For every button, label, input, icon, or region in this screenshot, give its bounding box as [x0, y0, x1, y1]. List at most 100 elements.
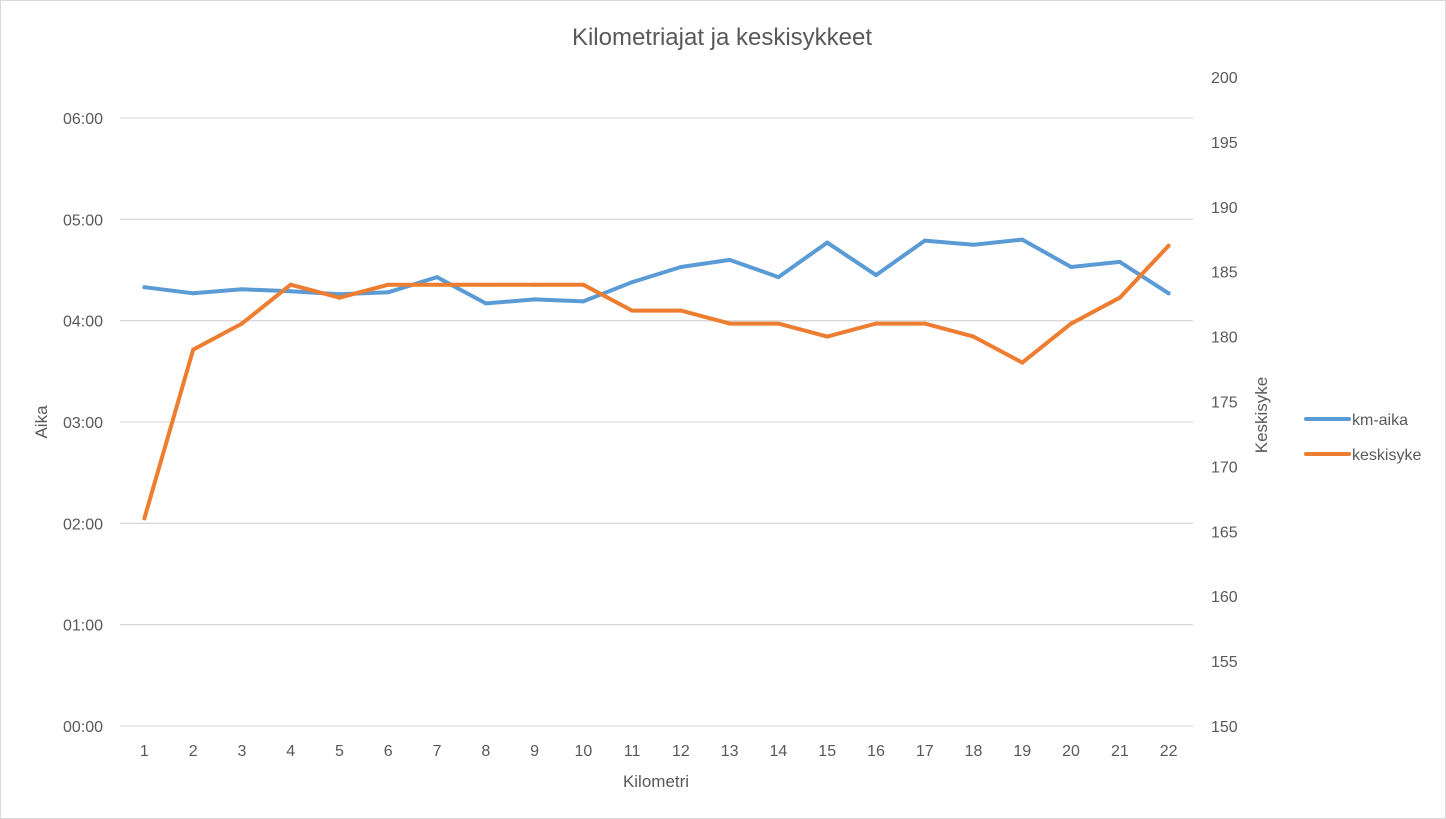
data-point-keskisyke	[581, 282, 586, 287]
data-point-km-aika	[776, 275, 781, 280]
y2-tick-label: 185	[1211, 265, 1238, 282]
y2-tick-label: 195	[1211, 135, 1238, 152]
data-point-keskisyke	[678, 308, 683, 313]
x-tick-label: 21	[1111, 743, 1129, 760]
legend-label-km-aika: km-aika	[1352, 412, 1408, 429]
x-tick-label: 16	[867, 743, 885, 760]
y2-axis-title: Keskisyke	[1252, 377, 1271, 454]
data-point-keskisyke	[922, 321, 927, 326]
data-point-keskisyke	[142, 516, 147, 521]
data-point-keskisyke	[1166, 243, 1171, 248]
x-tick-label: 22	[1160, 743, 1178, 760]
data-point-keskisyke	[727, 321, 732, 326]
data-point-km-aika	[825, 240, 830, 245]
y2-tick-label: 190	[1211, 200, 1238, 217]
data-point-keskisyke	[1069, 321, 1074, 326]
data-point-km-aika	[581, 299, 586, 304]
data-point-keskisyke	[1020, 360, 1025, 365]
data-point-keskisyke	[337, 295, 342, 300]
data-point-km-aika	[532, 297, 537, 302]
y2-tick-label: 180	[1211, 330, 1238, 347]
data-point-keskisyke	[776, 321, 781, 326]
data-point-km-aika	[435, 275, 439, 280]
y2-tick-label: 175	[1211, 395, 1238, 412]
data-point-km-aika	[337, 292, 342, 297]
data-point-keskisyke	[630, 308, 635, 313]
data-point-keskisyke	[825, 334, 830, 339]
data-point-km-aika	[483, 301, 488, 306]
data-point-keskisyke	[239, 321, 244, 326]
y2-tick-label: 200	[1211, 70, 1238, 87]
data-point-km-aika	[386, 290, 391, 295]
y-axis-title: Aika	[32, 405, 51, 439]
x-tick-label: 1	[140, 743, 149, 760]
series-line-keskisyke	[142, 243, 1171, 521]
y2-axis-ticks: 150 155 160 165 170 175 180 185 190 195 200	[1211, 70, 1238, 736]
y2-tick-label: 170	[1211, 459, 1238, 476]
data-point-km-aika	[1020, 237, 1025, 242]
x-axis-title: Kilometri	[623, 772, 689, 791]
data-point-km-aika	[288, 289, 293, 294]
x-tick-label: 4	[286, 743, 295, 760]
x-tick-label: 6	[384, 743, 393, 760]
data-point-km-aika	[1166, 291, 1171, 296]
x-tick-label: 2	[189, 743, 198, 760]
data-point-keskisyke	[386, 282, 391, 287]
x-tick-label: 3	[237, 743, 246, 760]
data-point-km-aika	[630, 280, 635, 285]
x-tick-label: 18	[965, 743, 983, 760]
x-tick-label: 12	[672, 743, 690, 760]
data-point-keskisyke	[971, 334, 976, 339]
y-tick-label: 01:00	[63, 618, 103, 635]
y2-tick-label: 165	[1211, 524, 1238, 541]
x-axis-ticks: 1 2 3 4 5 6 7 8 9 10 11 12 13 14 15 16 17 18 19 20 21 22	[140, 743, 1178, 760]
data-point-km-aika	[1069, 265, 1074, 269]
y2-tick-label: 160	[1211, 589, 1238, 606]
data-point-km-aika	[191, 291, 196, 296]
data-point-km-aika	[1117, 259, 1122, 264]
data-point-km-aika	[239, 287, 244, 292]
series-line-km-aika	[142, 237, 1171, 306]
x-tick-label: 20	[1062, 743, 1080, 760]
x-tick-label: 11	[624, 743, 641, 760]
x-tick-label: 15	[818, 743, 836, 760]
x-tick-label: 10	[574, 743, 592, 760]
y2-tick-label: 155	[1211, 654, 1238, 671]
y2-tick-label: 150	[1211, 719, 1238, 736]
chart-title: Kilometriajat ja keskisykkeet	[572, 24, 872, 51]
x-tick-label: 19	[1013, 743, 1031, 760]
data-point-keskisyke	[435, 282, 439, 287]
data-point-km-aika	[142, 285, 147, 290]
data-point-keskisyke	[532, 282, 537, 287]
data-point-keskisyke	[1117, 295, 1122, 300]
x-tick-label: 7	[433, 743, 442, 760]
data-point-km-aika	[874, 273, 878, 278]
y-tick-label: 03:00	[63, 415, 103, 432]
legend-label-keskisyke: keskisyke	[1352, 447, 1421, 464]
data-point-km-aika	[922, 238, 927, 243]
y-tick-label: 06:00	[63, 111, 103, 128]
series-lines	[142, 237, 1171, 521]
x-tick-label: 14	[770, 743, 788, 760]
data-point-km-aika	[727, 257, 732, 262]
legend: km-aika keskisyke	[1304, 412, 1421, 464]
data-point-km-aika	[678, 265, 683, 269]
y-axis-ticks: 00:00 01:00 02:00 03:00 04:00 05:00 06:00	[63, 111, 103, 736]
x-tick-label: 17	[916, 743, 934, 760]
y-tick-label: 05:00	[63, 212, 103, 229]
gridlines	[120, 117, 1193, 727]
data-point-km-aika	[971, 242, 976, 247]
data-point-keskisyke	[874, 321, 878, 326]
data-point-keskisyke	[483, 282, 488, 287]
data-point-keskisyke	[191, 347, 196, 352]
y-tick-label: 04:00	[63, 314, 103, 331]
x-tick-label: 8	[481, 743, 490, 760]
x-tick-label: 13	[721, 743, 739, 760]
y-tick-label: 02:00	[63, 516, 103, 533]
y-tick-label: 00:00	[63, 719, 103, 736]
x-tick-label: 5	[335, 743, 344, 760]
x-tick-label: 9	[530, 743, 539, 760]
data-point-keskisyke	[288, 282, 293, 287]
